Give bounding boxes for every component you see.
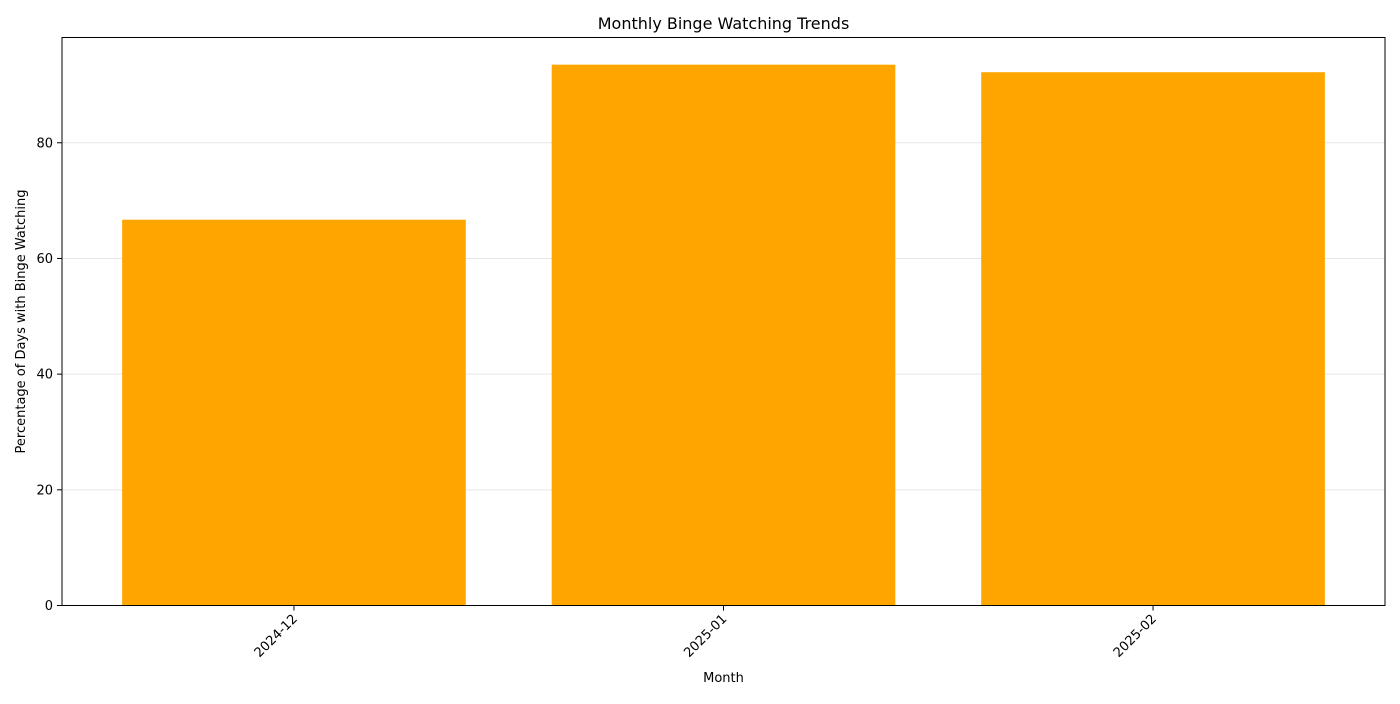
x-tick-label: 2024-12: [252, 612, 301, 661]
bar-2025-01: [551, 64, 896, 606]
bar-2025-02: [981, 72, 1325, 606]
chart-title: Monthly Binge Watching Trends: [598, 14, 850, 33]
y-axis-label: Percentage of Days with Binge Watching: [14, 190, 29, 454]
y-tick-label: 40: [36, 368, 53, 383]
x-tick-label: 2025-01: [681, 612, 730, 661]
y-axis-ticks: 0 20 40 60 80: [36, 136, 62, 614]
y-tick-label: 60: [36, 252, 53, 267]
bar-2024-12: [122, 219, 466, 606]
bars: [122, 64, 1325, 606]
y-tick-label: 20: [36, 483, 53, 498]
x-tick-label: 2025-02: [1111, 612, 1160, 661]
x-axis-label: Month: [703, 671, 744, 686]
y-tick-label: 80: [36, 136, 53, 151]
y-tick-label: 0: [45, 599, 53, 614]
x-axis-ticks: 2024-12 2025-01 2025-02: [252, 605, 1160, 661]
